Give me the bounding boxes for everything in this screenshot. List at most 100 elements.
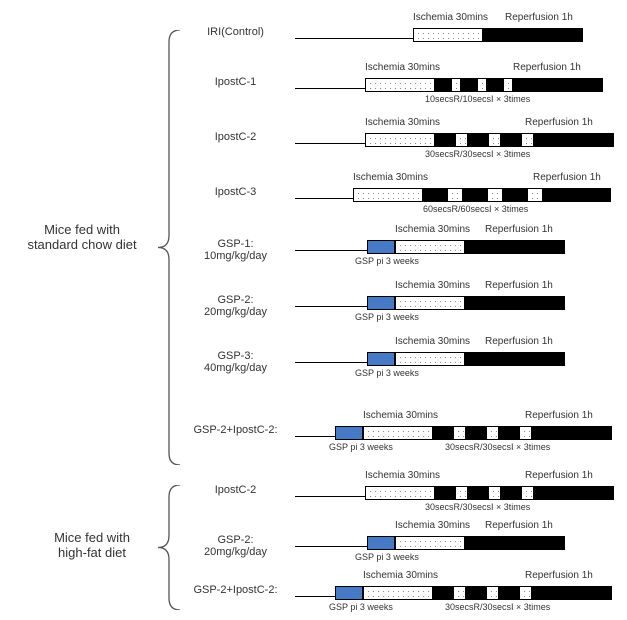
row-label-line: 10mg/kg/day [183,250,288,262]
row-label: IpostC-1 [183,76,288,88]
rep-bar [532,586,612,600]
brace-icon [158,30,180,465]
rep-bar [435,78,451,92]
isch-bar [486,426,499,440]
sub-label: 30secsR/30secsI × 3times [425,502,530,512]
row-label-line: 40mg/kg/day [183,362,288,374]
isch-bar [353,188,423,202]
isch-bar [503,78,513,92]
sub-label: GSP pi 3 weeks [329,442,393,452]
row-label-line: GSP-1: [183,238,288,250]
phase-label: Reperfusion 1h [485,520,553,531]
isch-bar [365,133,435,147]
rep-bar [435,133,455,147]
gsp-bar [367,296,395,310]
isch-bar [453,426,466,440]
protocol-row: IpostC-3Ischemia 30minsReperfusion 1h60s… [183,172,623,222]
rep-bar [483,28,583,42]
phase-label: Ischemia 30mins [395,280,470,291]
rep-bar [423,188,447,202]
rep-bar [465,536,565,550]
isch-bar [488,486,501,500]
phase-label: Reperfusion 1h [513,62,581,73]
phase-label: Reperfusion 1h [485,336,553,347]
rep-bar [468,486,488,500]
phase-label: Ischemia 30mins [353,172,428,183]
row-label-line: 20mg/kg/day [183,546,288,558]
protocol-row: IpostC-2Ischemia 30minsReperfusion 1h30s… [183,470,623,520]
phase-label: Reperfusion 1h [525,410,593,421]
row-label-line: GSP-3: [183,350,288,362]
baseline [295,306,367,307]
sub-label: GSP pi 3 weeks [355,552,419,562]
phase-label: Ischemia 30mins [365,470,440,481]
protocol-row: IRI(Control)Ischemia 30minsReperfusion 1… [183,12,623,62]
baseline [295,546,367,547]
rep-bar [487,78,503,92]
row-label: GSP-3:40mg/kg/day [183,350,288,374]
phase-label: Ischemia 30mins [413,12,488,23]
isch-bar [451,78,461,92]
group-label: Mice fed withstandard chow diet [12,222,152,252]
row-label: GSP-2+IpostC-2: [183,584,288,596]
group-label-line: high-fat diet [22,545,162,560]
phase-label: Reperfusion 1h [525,117,593,128]
rep-bar [463,188,487,202]
timeline: Ischemia 30mins Reperfusion 1h 30secsR/30s… [295,470,615,520]
row-label-line: IpostC-2 [183,131,288,143]
sub-label: 30secsR/30secsI × 3times [425,149,530,159]
group-label: Mice fed withhigh-fat diet [22,530,162,560]
timeline: Ischemia 30mins Reperfusion 1h [295,12,615,62]
sub-label: GSP pi 3 weeks [355,256,419,266]
phase-label: Reperfusion 1h [525,570,593,581]
rep-bar [534,133,614,147]
isch-bar [527,188,543,202]
rep-bar [503,188,527,202]
row-label: IpostC-2 [183,131,288,143]
baseline [295,436,335,437]
baseline [295,38,413,39]
rep-bar [465,296,565,310]
protocol-row: GSP-2+IpostC-2: Ischemia 30minsReperfusio… [183,570,623,620]
isch-bar [519,426,532,440]
protocol-row: GSP-2+IpostC-2:Ischemia 30minsReperfusio… [183,410,623,460]
sub-label: GSP pi 3 weeks [355,368,419,378]
isch-bar [455,486,468,500]
row-label-line: IpostC-3 [183,186,288,198]
timeline: Ischemia 30minsReperfusion 1hGSP pi 3 we… [295,570,615,620]
protocol-row: GSP-2:20mg/kg/dayIschemia 30minsReperfus… [183,280,623,330]
phase-label: Reperfusion 1h [485,280,553,291]
phase-label: Reperfusion 1h [485,224,553,235]
phase-label: Ischemia 30mins [395,224,470,235]
timeline: Ischemia 30mins Reperfusion 1h GSP pi 3 we… [295,224,615,274]
isch-bar [395,240,465,254]
isch-bar [363,586,433,600]
rep-bar [461,78,477,92]
rep-bar [543,188,611,202]
timeline: Ischemia 30mins Reperfusion 1h GSP pi 3 we… [295,336,615,386]
rep-bar [466,586,486,600]
isch-bar [519,586,532,600]
protocol-row: IpostC-2Ischemia 30minsReperfusion 1h30s… [183,117,623,167]
rep-bar [465,240,565,254]
phase-label: Reperfusion 1h [533,172,601,183]
group-label-line: Mice fed with [22,530,162,545]
rep-bar [501,486,521,500]
phase-label: Reperfusion 1h [505,12,573,23]
phase-label: Ischemia 30mins [395,336,470,347]
phase-label: Reperfusion 1h [525,470,593,481]
rep-bar [513,78,603,92]
row-label: GSP-1:10mg/kg/day [183,238,288,262]
group-label-line: Mice fed with [12,222,152,237]
rep-bar [499,586,519,600]
baseline [295,250,367,251]
baseline [295,596,335,597]
row-label-line: GSP-2: [183,534,288,546]
isch-bar [455,133,468,147]
isch-bar [521,133,534,147]
sub-label: 30secsR/30secsI × 3times [445,602,550,612]
timeline: Ischemia 30minsReperfusion 1h10secsR/10s… [295,62,615,112]
isch-bar [488,133,501,147]
rep-bar [501,133,521,147]
isch-bar [447,188,463,202]
